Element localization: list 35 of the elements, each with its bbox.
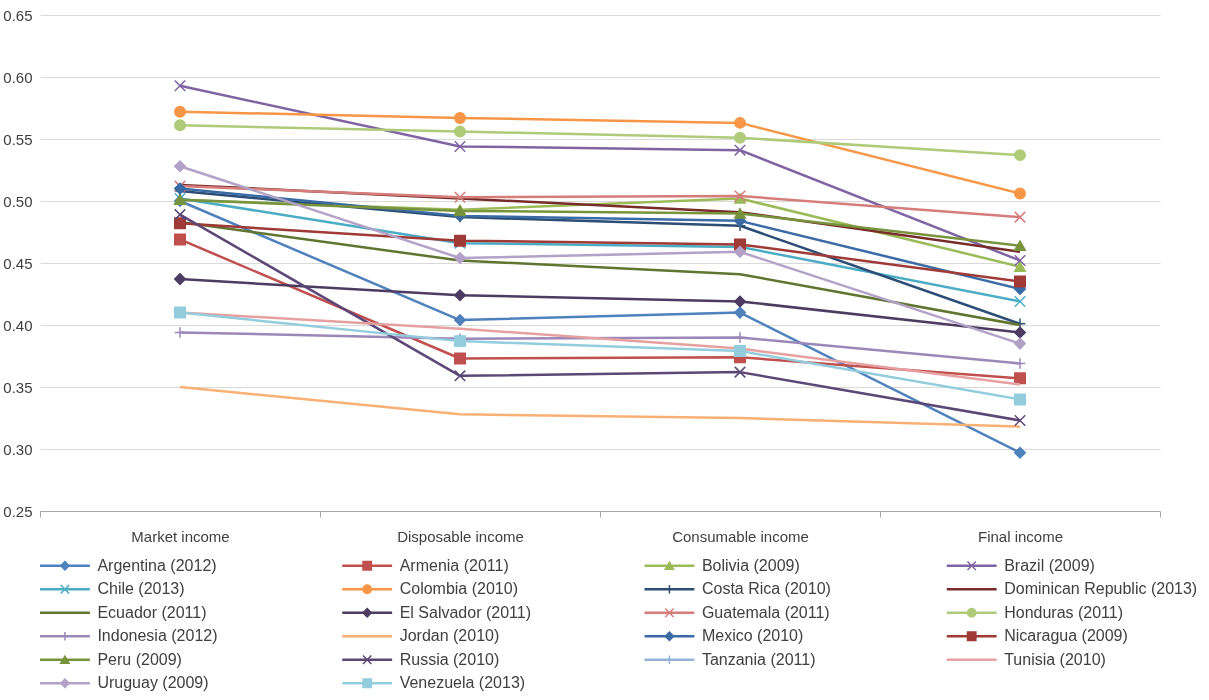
legend-label: Guatemala (2011) xyxy=(701,603,830,621)
legend-label: Mexico (2010) xyxy=(701,627,804,645)
y-tick-label: 0.25 xyxy=(3,502,33,520)
legend-label: Colombia (2010) xyxy=(399,580,518,598)
y-tick-label: 0.50 xyxy=(3,192,33,210)
legend-label: Bolivia (2009) xyxy=(701,556,800,574)
y-tick-label: 0.65 xyxy=(3,6,33,24)
x-tick-label: Final income xyxy=(977,527,1064,545)
legend-label: Argentina (2012) xyxy=(97,556,217,574)
legend-label: Armenia (2011) xyxy=(399,556,509,574)
y-tick-label: 0.45 xyxy=(3,254,33,272)
legend-label: Brazil (2009) xyxy=(1004,556,1095,574)
legend-label: Indonesia (2012) xyxy=(97,627,218,645)
legend-label: Honduras (2011) xyxy=(1004,603,1124,621)
x-tick-label: Consumable income xyxy=(672,527,809,545)
legend-label: Tanzania (2011) xyxy=(701,650,816,668)
legend-label: El Salvador (2011) xyxy=(399,603,532,621)
legend-label: Costa Rica (2010) xyxy=(701,580,831,598)
x-tick-label: Market income xyxy=(131,527,230,545)
legend-label: Nicaragua (2009) xyxy=(1004,627,1128,645)
x-tick-label: Disposable income xyxy=(397,527,524,545)
y-tick-label: 0.35 xyxy=(3,378,33,396)
legend-label: Uruguay (2009) xyxy=(97,674,209,692)
y-tick-label: 0.60 xyxy=(3,68,33,86)
legend-label: Jordan (2010) xyxy=(399,627,500,645)
legend-label: Chile (2013) xyxy=(97,580,185,598)
y-tick-label: 0.40 xyxy=(3,316,33,334)
y-tick-label: 0.55 xyxy=(3,130,33,148)
legend-label: Russia (2010) xyxy=(399,650,500,668)
legend-label: Venezuela (2013) xyxy=(399,674,526,692)
legend-label: Ecuador (2011) xyxy=(97,603,207,621)
legend-label: Dominican Republic (2013) xyxy=(1004,580,1198,598)
legend-label: Tunisia (2010) xyxy=(1004,650,1106,668)
legend-label: Peru (2009) xyxy=(97,650,182,668)
y-tick-label: 0.30 xyxy=(3,440,33,458)
